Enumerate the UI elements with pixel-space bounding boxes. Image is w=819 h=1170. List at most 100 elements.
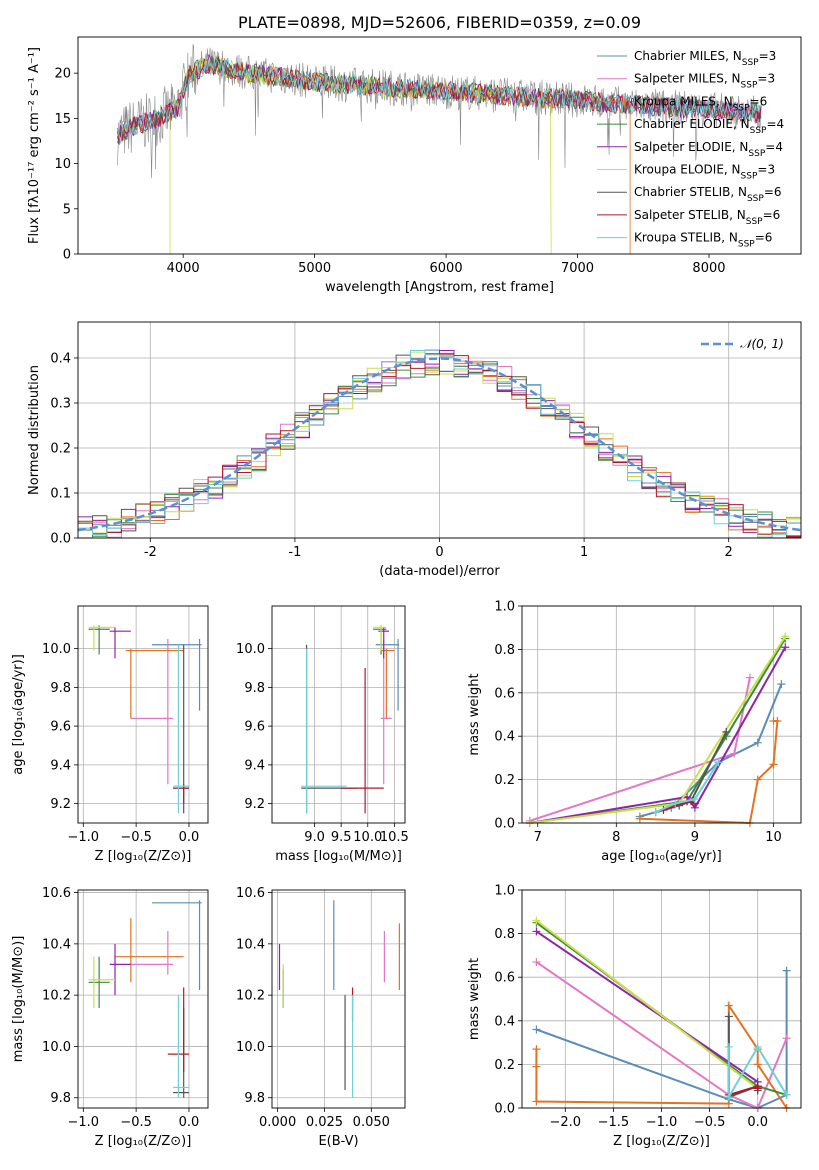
y-tick-label: 0.0 xyxy=(50,532,71,547)
axes-spectrum: 4000 5000 6000 7000 8000 0 5 10 15 20 PLATE=0898, … xyxy=(27,13,802,295)
y-tick-label: 0.8 xyxy=(494,643,515,658)
legend-label-chabrier_miles: Chabrier MILES, NSSP=3 xyxy=(634,49,776,68)
axes-mass_vs_Z: −1.0 −0.5 0.0 9.8 10.0 10.2 10.4 10.6 Z [log₁₀(Z… xyxy=(11,886,209,1149)
x-axis-label: Z [log₁₀(Z/Z⊙)] xyxy=(95,1134,192,1149)
axes-residuals: -2 -1 0 1 2 0.0 0.1 0.2 0.3 0.4 (data-model)/error… xyxy=(27,321,802,579)
weight-marker-kroupa_miles xyxy=(753,1060,762,1069)
weight-marker-chabrier_miles xyxy=(753,738,762,747)
y-tick-label: 0.2 xyxy=(50,442,71,457)
axes-frame-mass_vs_Z xyxy=(77,889,209,1109)
weight-marker-kroupa_stelib xyxy=(724,1093,733,1102)
y-tick-label: 10.6 xyxy=(42,886,71,901)
weight-line-salpeter_elodie xyxy=(535,930,759,1083)
y-tick-label: 0 xyxy=(63,248,71,263)
weight-line-salpeter_miles xyxy=(535,961,788,1110)
x-tick-label: 8 xyxy=(612,830,620,845)
weight-marker-kroupa_miles xyxy=(532,1045,541,1054)
weight-line-chabrier_elodie xyxy=(529,637,787,824)
x-axis-label: (data-model)/error xyxy=(379,564,500,579)
weight-marker-kroupa_elodie xyxy=(781,632,790,641)
x-tick-label: −0.5 xyxy=(120,1115,152,1130)
y-tick-label: 10.0 xyxy=(236,642,265,657)
y-axis-label: age [log₁₀(age/yr)] xyxy=(11,654,26,775)
x-tick-label: -2 xyxy=(144,545,157,560)
x-tick-label: 9 xyxy=(691,830,699,845)
y-tick-label: 0.6 xyxy=(494,971,515,986)
legend-label-salpeter_miles: Salpeter MILES, NSSP=3 xyxy=(634,72,775,91)
x-tick-label: 10.5 xyxy=(380,830,409,845)
y-tick-label: 10.2 xyxy=(42,989,71,1004)
x-tick-label: 6000 xyxy=(430,261,463,276)
chart-title: PLATE=0898, MJD=52606, FIBERID=0359, z=0… xyxy=(238,13,641,32)
x-tick-label: −1.5 xyxy=(598,1115,630,1130)
y-tick-label: 0.6 xyxy=(494,686,515,701)
x-tick-label: 0.000 xyxy=(259,1115,296,1130)
axes-frame-residuals xyxy=(77,321,802,539)
axes-weight_vs_Z: −2.0 −1.5 −1.0 −0.5 0.0 0.0 0.2 0.4 0.6 0.8 1.0 Z [… xyxy=(467,884,802,1149)
x-tick-label: -1 xyxy=(288,545,301,560)
x-tick-label: 4000 xyxy=(167,261,200,276)
y-tick-label: 9.8 xyxy=(50,681,71,696)
y-tick-label: 9.2 xyxy=(244,797,265,812)
weight-marker-chabrier_miles xyxy=(777,680,786,689)
y-tick-label: 0.3 xyxy=(50,397,71,412)
y-tick-label: 10.4 xyxy=(236,937,265,952)
weight-line-kroupa_stelib xyxy=(727,1045,788,1101)
legend-label-chabrier_elodie: Chabrier ELODIE, NSSP=4 xyxy=(634,117,784,136)
x-tick-label: −0.5 xyxy=(694,1115,726,1130)
model-spectrum-salpeter_stelib xyxy=(117,56,762,141)
weight-marker-salpeter_stelib xyxy=(753,1084,762,1093)
y-axis-label: Normed distribution xyxy=(27,365,42,495)
y-axis-label: Flux [fλ10⁻¹⁷ erg cm⁻² s⁻¹ A⁻¹] xyxy=(27,47,42,244)
y-tick-label: 0.1 xyxy=(50,487,71,502)
weight-line-kroupa_elodie xyxy=(529,635,787,824)
x-axis-label: Z [log₁₀(Z/Z⊙)] xyxy=(613,1134,710,1149)
weight-marker-kroupa_miles xyxy=(532,1097,541,1106)
weight-marker-kroupa_stelib xyxy=(671,799,680,808)
model-spectrum-kroupa_stelib xyxy=(117,56,762,144)
y-tick-label: 0.4 xyxy=(494,730,515,745)
weight-line-chabrier_miles xyxy=(639,683,783,818)
axes-frame-age_vs_mass xyxy=(271,605,406,824)
y-tick-label: 9.8 xyxy=(244,681,265,696)
y-tick-label: 10.0 xyxy=(236,1040,265,1055)
y-tick-label: 10.2 xyxy=(236,989,265,1004)
y-axis-label: mass weight xyxy=(467,673,482,755)
x-tick-label: −2.0 xyxy=(550,1115,582,1130)
y-tick-label: 9.4 xyxy=(244,758,265,773)
x-tick-label: −1.0 xyxy=(67,1115,99,1130)
y-tick-label: 9.6 xyxy=(244,720,265,735)
y-axis-label: mass weight xyxy=(467,958,482,1040)
axes-frame-weight_vs_age xyxy=(521,605,802,824)
x-tick-label: 10 xyxy=(765,830,782,845)
weight-line-kroupa_stelib xyxy=(655,761,720,814)
x-tick-label: 10.0 xyxy=(353,830,382,845)
x-tick-label: −1.0 xyxy=(67,830,99,845)
axes-frame-mass_vs_ebv xyxy=(271,889,406,1109)
histogram-kroupa_stelib xyxy=(78,350,801,538)
y-tick-label: 0.0 xyxy=(494,1102,515,1117)
weight-marker-kroupa_stelib xyxy=(724,1042,733,1051)
x-axis-label: wavelength [Angstrom, rest frame] xyxy=(325,280,554,295)
axes-frame-spectrum xyxy=(77,36,802,255)
weight-marker-kroupa_miles xyxy=(753,775,762,784)
y-tick-label: 1.0 xyxy=(494,884,515,899)
weight-marker-kroupa_stelib xyxy=(690,795,699,804)
x-tick-label: 5000 xyxy=(298,261,331,276)
y-tick-label: 10.6 xyxy=(236,886,265,901)
x-tick-label: 9.0 xyxy=(304,830,325,845)
x-tick-label: 0.0 xyxy=(179,1115,200,1130)
weight-line-salpeter_elodie xyxy=(529,646,787,824)
y-tick-label: 0.2 xyxy=(494,773,515,788)
x-tick-label: 2 xyxy=(725,545,733,560)
weight-marker-salpeter_miles xyxy=(730,749,739,758)
x-axis-label: mass [log₁₀(M/M⊙)] xyxy=(275,849,402,864)
axes-frame-age_vs_Z xyxy=(77,605,209,824)
legend-label-kroupa_elodie: Kroupa ELODIE, NSSP=3 xyxy=(634,163,775,182)
weight-marker-kroupa_elodie xyxy=(532,916,541,925)
legend-label-chabrier_stelib: Chabrier STELIB, NSSP=6 xyxy=(634,185,782,204)
y-axis-label: mass [log₁₀(M/M⊙)] xyxy=(11,936,26,1063)
weight-marker-salpeter_elodie xyxy=(532,927,541,936)
